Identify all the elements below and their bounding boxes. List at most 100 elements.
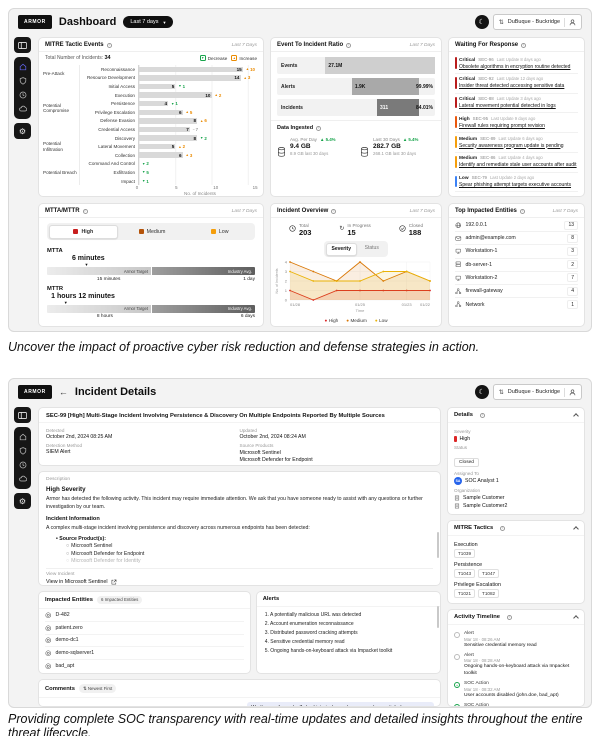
mitre-bar-row[interactable]: Resource Development 14 ▲ 3 [80, 73, 255, 83]
sidebar-toggle-button[interactable] [14, 407, 31, 423]
mitre-change-badge: ▼ 1 [171, 101, 178, 106]
collapse-icon[interactable] [573, 413, 579, 419]
mitre-bar-row[interactable]: Collection 6 ▲ 3 [80, 150, 255, 160]
info-icon[interactable]: i [519, 208, 525, 214]
entity-row[interactable]: Workstation-2 7 [455, 272, 578, 285]
user-icon[interactable] [569, 19, 576, 26]
shield-icon[interactable] [19, 447, 27, 455]
mitre-bar-row[interactable]: Lateral Movement 5 ▲ 2 [80, 142, 255, 151]
timeline-text: User accounts disabled (john.doe, bad_ap… [464, 692, 559, 698]
mitre-bar-row[interactable]: Exfiltration ▼ 5 [80, 168, 255, 177]
dark-mode-toggle[interactable]: ☾ [474, 385, 489, 399]
home-icon[interactable] [19, 63, 27, 71]
clock-icon[interactable] [19, 91, 27, 99]
info-icon[interactable]: i [500, 525, 506, 531]
funnel-bar: 27.1M [325, 57, 435, 74]
impacted-entity-row[interactable]: demo-sqlserver1 [45, 647, 244, 660]
mitre-bar-row[interactable]: Persistence 4 ▼ 1 [80, 99, 255, 108]
waiting-item[interactable]: Critical SEC-92 Last Update 12 days ago Ins… [455, 74, 578, 94]
incident-link[interactable]: Firewall rules requiring prompt revision [459, 122, 545, 129]
info-icon[interactable]: i [331, 208, 337, 214]
incident-link[interactable]: Obsolete algorithms in encryption routin… [459, 63, 571, 70]
scrollbar[interactable] [437, 605, 439, 628]
legend-increase[interactable]: ▲ Increase [231, 55, 257, 61]
organization-field: Organization Sample Customer Sample Custo… [454, 488, 578, 509]
severity-heading: High Severity [46, 486, 86, 494]
mitre-bar-row[interactable]: Initial Access 5 ▼ 1 [80, 82, 255, 91]
mitre-bar-row[interactable]: Reconnaissance 15 ▲ 10 [80, 65, 255, 74]
legend-low[interactable]: ● Low [375, 318, 388, 323]
dark-mode-toggle[interactable]: ☾ [474, 15, 489, 29]
impacted-entity-row[interactable]: bad_apt [45, 660, 244, 673]
incident-link[interactable]: Insider threat detected accessing sensit… [459, 83, 565, 90]
account-switcher[interactable]: ⇅ DuBuque - Buckridge [492, 14, 582, 30]
mitre-bar-zone: 5 ▲ 2 [138, 142, 255, 151]
incident-link[interactable]: Security awareness program update is pen… [459, 142, 564, 149]
waiting-item[interactable]: High SEC-95 Last Update 9 days ago Firewall… [455, 113, 578, 133]
incident-link[interactable]: Lateral movement potential detected in l… [459, 103, 556, 109]
info-icon[interactable]: i [346, 42, 352, 48]
cloud-icon[interactable] [18, 475, 27, 483]
mitre-bar-row[interactable]: Impact ▼ 1 [80, 176, 255, 186]
waiting-item[interactable]: Critical SEC-88 Last Update 3 days ago Late… [455, 94, 578, 114]
entity-row[interactable]: firewall-gateway 4 [455, 285, 578, 299]
clock-icon[interactable] [19, 461, 27, 469]
collapse-icon[interactable] [573, 526, 579, 532]
home-icon[interactable] [19, 433, 27, 441]
impacted-entity-row[interactable]: patient.zero [45, 622, 244, 635]
waiting-item[interactable]: Medium SEC-86 Last Update 4 days ago Identi… [455, 153, 578, 173]
info-icon[interactable]: i [521, 42, 527, 48]
tab-low[interactable]: Low [186, 225, 254, 239]
mitre-bar-row[interactable]: Defense Evasion 8 ▲ 6 [80, 116, 255, 126]
legend-high[interactable]: ● High [324, 318, 338, 323]
legend-medium[interactable]: ● Medium [346, 318, 367, 323]
mitre-bar-row[interactable]: Privilege Escalation 6 ▲ 5 [80, 107, 255, 117]
account-switcher[interactable]: ⇅ DuBuque - Buckridge [492, 384, 582, 400]
entity-row[interactable]: db-server-1 2 [455, 259, 578, 272]
sort-newest-first[interactable]: ⇅ Newest First [78, 684, 117, 693]
date-range-selector[interactable]: Last 7 days ▼ [123, 16, 174, 28]
info-icon[interactable]: i [316, 125, 322, 131]
scrollbar[interactable] [437, 532, 439, 559]
mitre-bar-row[interactable]: Command And Control ▼ 2 [80, 159, 255, 169]
impacted-entity-row[interactable]: demo-dc1 [45, 635, 244, 647]
entity-row[interactable]: 192.0.0.1 13 [455, 219, 578, 233]
mitre-change-badge: ▲ 3 [244, 75, 251, 80]
mitre-bar-row[interactable]: Credential Access 7–7 [80, 125, 255, 134]
settings-button[interactable]: ⚙ [14, 123, 31, 139]
legend-dot: ● [374, 318, 378, 323]
technique-badge: T1021 [454, 589, 476, 598]
incident-link[interactable]: Identify and remediate stale user accoun… [459, 162, 577, 169]
toggle-status[interactable]: Status [364, 245, 379, 251]
waiting-item[interactable]: Medium SEC-89 Last Update 6 days ago Securi… [455, 133, 578, 153]
info-icon[interactable]: i [106, 42, 112, 48]
incident-link[interactable]: Spear phishing attempt targets executive… [459, 182, 572, 188]
comments-card: Comments ⇅ Newest First We then performe… [38, 679, 441, 707]
toggle-severity[interactable]: Severity [325, 242, 357, 256]
entity-row[interactable]: admin@example.com 8 [455, 232, 578, 246]
mitre-bar-row[interactable]: Discovery 8 ▼ 2 [80, 133, 255, 143]
info-icon[interactable]: i [480, 412, 486, 418]
mitre-bar-row[interactable]: Execution 10 ▲ 2 [80, 90, 255, 100]
impacted-entity-row[interactable]: D-482 [45, 610, 244, 622]
waiting-item[interactable]: Low SEC-79 Last Update 2 days ago Spear phi… [455, 173, 578, 193]
entity-name: firewall-gateway [465, 288, 503, 295]
info-icon[interactable]: i [506, 614, 512, 620]
tab-high[interactable]: High [48, 224, 119, 239]
view-in-sentinel-link[interactable]: View in Microsoft Sentinel [46, 579, 433, 585]
legend-decrease[interactable]: ▼ Decrease [199, 55, 228, 61]
sidebar-toggle-button[interactable] [14, 37, 31, 53]
user-icon[interactable] [569, 389, 576, 396]
settings-button[interactable]: ⚙ [14, 493, 31, 509]
waiting-item[interactable]: Critical SEC-96 Last Update 8 days ago Obso… [455, 54, 578, 74]
svg-text:No. of Incidents: No. of Incidents [275, 268, 279, 293]
tab-medium[interactable]: Medium [118, 225, 186, 239]
entity-row[interactable]: Workstation-1 3 [455, 245, 578, 259]
info-icon[interactable]: i [82, 208, 88, 214]
collapse-icon[interactable] [573, 615, 579, 621]
entity-row[interactable]: Network 1 [455, 298, 578, 311]
back-button[interactable]: ← [58, 387, 68, 397]
cloud-icon[interactable] [18, 105, 27, 113]
shield-icon[interactable] [19, 77, 27, 85]
